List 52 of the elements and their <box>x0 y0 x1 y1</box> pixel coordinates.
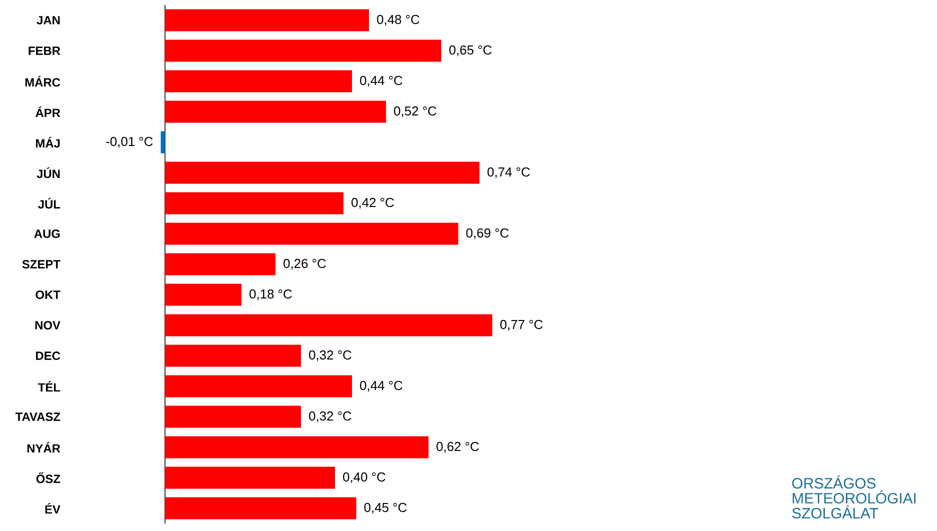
y-tick-label: MÁRC <box>25 76 60 87</box>
data-label: 0,26 °C <box>284 258 326 270</box>
data-label: 0,74 °C <box>488 167 530 178</box>
text: ORSZÁGOS METEOROLÓGIAI SZOLGÁLAT <box>792 476 916 518</box>
bar <box>165 192 344 214</box>
data-label: 0,77 °C <box>500 320 543 331</box>
y-tick-label: ÉV <box>45 502 60 514</box>
data-label: 0,52 °C <box>394 106 436 118</box>
y-tick-label: JÚN <box>36 167 60 178</box>
y-tick-label: OKT <box>36 290 60 299</box>
y-tick-label: JÚL <box>38 198 60 209</box>
bar <box>165 284 242 306</box>
data-label: 0,48 °C <box>377 14 420 26</box>
y-tick-label: TAVASZ <box>15 412 60 421</box>
y-tick-label: FEBR <box>28 46 60 55</box>
data-label: 0,40 °C <box>343 472 386 484</box>
bar <box>165 314 492 336</box>
data-label: 0,69 °C <box>466 228 509 240</box>
bar <box>165 406 301 428</box>
bar <box>165 497 356 520</box>
bar <box>165 375 352 398</box>
bar <box>165 436 428 458</box>
bar <box>160 131 165 154</box>
y-tick-label: MÁJ <box>36 136 60 148</box>
bar <box>165 222 458 245</box>
bar <box>165 162 480 184</box>
data-label: 0,44 °C <box>360 380 402 392</box>
y-tick-label: ÁPR <box>36 106 60 118</box>
bar <box>165 466 335 489</box>
data-label: 0,62 °C <box>436 442 479 453</box>
data-label: 0,32 °C <box>309 411 352 422</box>
data-label: 0,32 °C <box>309 350 352 362</box>
data-label: 0,65 °C <box>449 45 492 56</box>
bar <box>165 344 301 367</box>
bar <box>165 253 276 276</box>
data-label: -0,01 °C <box>106 136 153 148</box>
data-label: 0,45 °C <box>364 502 407 514</box>
bar <box>165 100 386 123</box>
y-tick-label: DEC <box>36 352 60 360</box>
y-tick-label: TÉL <box>38 380 60 392</box>
bar <box>165 9 369 32</box>
y-tick-label: NOV <box>35 321 60 330</box>
y-tick-label: SZEPT <box>22 260 60 268</box>
y-tick-label: JAN <box>36 16 60 24</box>
bar <box>165 40 442 62</box>
bar <box>165 70 352 92</box>
y-tick-label: AUG <box>34 230 60 238</box>
y-tick-label: NYÁR <box>27 442 60 453</box>
y-tick-label: ŐSZ <box>36 472 60 484</box>
data-label: 0,18 °C <box>250 289 292 300</box>
data-label: 0,44 °C <box>360 76 402 87</box>
data-label: 0,42 °C <box>352 198 394 209</box>
